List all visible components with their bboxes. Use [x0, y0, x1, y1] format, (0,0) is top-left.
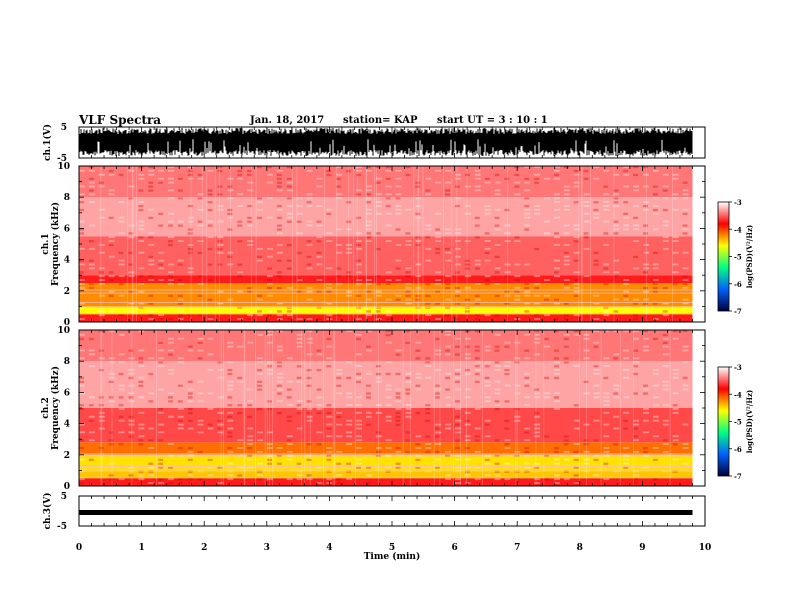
ch1-spectrogram-ytick-label: 8: [64, 193, 70, 203]
ch2-spectrogram-colorbar-tick-label: -3: [734, 363, 742, 372]
ch1-spectrogram-ytick-label: 6: [64, 224, 70, 234]
ch1-waveform-ytick-label: 5: [61, 123, 67, 133]
xtick-label: 6: [451, 543, 457, 553]
ch1-spectrogram-ytick-label: 10: [57, 162, 70, 172]
date-label: Jan. 18, 2017: [250, 115, 325, 126]
ch2-spectrogram-band: [79, 470, 693, 479]
ch3-waveform-ylabel: ch.3(V): [42, 493, 53, 530]
ch1-spectrogram-band: [79, 283, 693, 307]
ch1-waveform-panel: 5 -5 ch.1(V): [42, 123, 706, 164]
ch2-spectrogram-ytick-label: 10: [57, 326, 70, 336]
ch1-spectrogram-colorbar-tick-label: -3: [734, 198, 742, 207]
ch1-spectrogram-ylabel-frequency: Frequency (kHz): [50, 202, 61, 286]
ch3-waveform-trace: [79, 510, 693, 515]
ch1-spectrogram-ytick-label: 0: [64, 318, 70, 328]
ch2-spectrogram-colorbar-tick-label: -6: [734, 445, 742, 454]
start-ut-label: start UT = 3 : 10 : 1: [437, 115, 548, 126]
xtick-label: 2: [201, 543, 207, 553]
ch1-spectrogram-colorbar-tick-label: -5: [734, 253, 742, 262]
ch2-spectrogram-ytick-label: 6: [64, 388, 70, 398]
xtick-label: 5: [389, 543, 395, 553]
ch2-spectrogram-ytick-label: 0: [64, 482, 70, 492]
ch2-spectrogram-ytick-label: 2: [64, 451, 70, 461]
xtick-label: 7: [514, 543, 520, 553]
ch2-spectrogram-band: [79, 330, 693, 362]
ch1-spectrogram-colorbar: [717, 201, 730, 312]
ch1-spectrogram-colorbar-tick-label: -6: [734, 280, 742, 289]
ch2-spectrogram-band: [79, 442, 693, 455]
xtick-label: 1: [138, 543, 144, 553]
ch2-spectrogram-colorbar-tick-label: -7: [734, 472, 742, 481]
xtick-label: 4: [326, 543, 332, 553]
ch1-waveform-trace: [78, 128, 693, 156]
ch2-spectrogram-band: [79, 361, 693, 408]
ch1-spectrogram-colorbar-tick-label: -7: [734, 307, 742, 316]
ch1-spectrogram-band: [79, 314, 693, 322]
xtick-label: 0: [76, 543, 82, 553]
ch3-waveform-ytick-label: -5: [57, 522, 67, 532]
time-axis: 0 1 2 3 4 5 6 7 8 9 10 Time (min): [76, 543, 711, 562]
ch1-spectrogram-ytick-label: 4: [64, 256, 70, 266]
ch1-waveform-ylabel: ch.1(V): [42, 124, 53, 161]
ch3-waveform-ytick-label: 5: [61, 492, 67, 502]
ch1-spectrogram-colorbar-tick-label: -4: [734, 225, 742, 234]
ch2-spectrogram-colorbar-tick-label: -4: [734, 390, 742, 399]
ch2-spectrogram-colorbar-tick-label: -5: [734, 418, 742, 427]
ch1-spectrogram-band: [79, 236, 693, 276]
ch2-spectrogram-colorbar: [717, 366, 730, 477]
x-axis-label: Time (min): [364, 551, 421, 562]
ch1-spectrogram-band: [79, 197, 693, 237]
ch1-spectrogram-colorbar-label: log(PSD)(V²/Hz): [745, 225, 754, 289]
ch2-spectrogram-panel: 0 2 4 6 8 10 ch.2 Frequency (kHz) -3 -4 -5 -6 -7 log(…: [41, 326, 754, 492]
ch1-spectrogram-band: [79, 306, 693, 315]
ch1-spectrogram-ylabel-channel: ch.1: [41, 233, 51, 254]
ch2-spectrogram-colorbar-label: log(PSD)(V²/Hz): [745, 390, 754, 454]
ch2-spectrogram-ytick-label: 8: [64, 357, 70, 367]
ch1-spectrogram-ytick-label: 2: [64, 287, 70, 297]
ch1-spectrogram-band: [79, 166, 693, 198]
ch2-spectrogram-band: [79, 408, 693, 443]
ch1-spectrogram-panel: 0 2 4 6 8 10 ch.1 Frequency (kHz) -3 -4 -5 -6 -7 log(…: [41, 162, 754, 328]
ch1-spectrogram-band: [79, 275, 693, 283]
ch2-spectrogram-band: [79, 478, 693, 486]
ch2-spectrogram-ylabel-channel: ch.2: [41, 397, 51, 418]
xtick-label: 10: [699, 543, 712, 553]
ch1-waveform-ytick-label: -5: [57, 154, 67, 164]
station-label: station= KAP: [343, 115, 418, 126]
ch3-waveform-panel: 5 -5 ch.3(V): [42, 492, 706, 532]
xtick-label: 9: [639, 543, 645, 553]
xtick-label: 8: [577, 543, 583, 553]
ch2-spectrogram-ytick-label: 4: [64, 420, 70, 430]
xtick-label: 3: [264, 543, 270, 553]
ch2-spectrogram-ylabel-frequency: Frequency (kHz): [50, 366, 61, 450]
chart-title: VLF Spectra: [79, 113, 162, 127]
